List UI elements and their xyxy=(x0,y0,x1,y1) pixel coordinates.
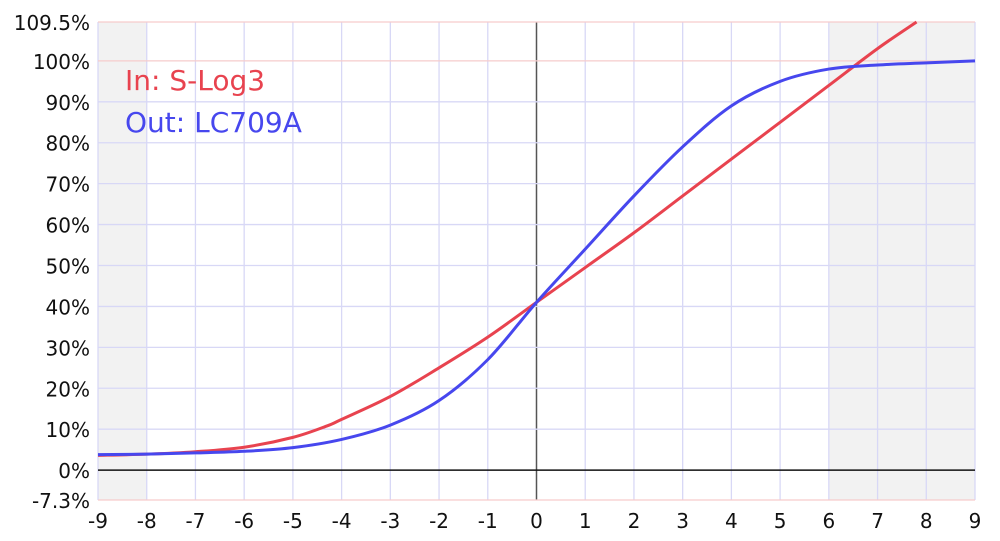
x-tick-label: -6 xyxy=(234,509,254,533)
series-line-out-lc709a xyxy=(97,59,976,457)
x-tick-label: 1 xyxy=(579,509,592,533)
x-tick-label: 7 xyxy=(871,509,884,533)
y-tick-label: 20% xyxy=(46,377,90,401)
y-tick-label: 10% xyxy=(46,418,90,442)
x-tick-label: -9 xyxy=(88,509,108,533)
y-tick-label: 90% xyxy=(46,91,90,115)
y-tick-label: 80% xyxy=(46,132,90,156)
x-tick-label: -1 xyxy=(478,509,498,533)
x-tick-label: 3 xyxy=(676,509,689,533)
x-tick-label: 8 xyxy=(920,509,933,533)
x-tick-label: 9 xyxy=(969,509,982,533)
x-tick-label: -5 xyxy=(283,509,303,533)
y-tick-label: 100% xyxy=(33,50,90,74)
x-tick-label: -2 xyxy=(429,509,449,533)
y-tick-label: -7.3% xyxy=(32,489,90,513)
tick-labels: -9 -8 -7 -6 -5 -4 -3 -2 -1 0 1 2 3 4 5 6 7 8 9 109.5% 100% 90… xyxy=(14,11,982,533)
x-tick-label: -4 xyxy=(332,509,352,533)
x-tick-label: 6 xyxy=(822,509,835,533)
series-lines xyxy=(97,20,976,457)
legend-in: In: S-Log3 xyxy=(125,64,265,97)
y-tick-label: 70% xyxy=(46,173,90,197)
x-tick-label: -7 xyxy=(185,509,205,533)
x-tick-label: -8 xyxy=(137,509,157,533)
x-tick-label: -3 xyxy=(380,509,400,533)
x-tick-label: 4 xyxy=(725,509,738,533)
x-tick-label: 0 xyxy=(530,509,543,533)
y-tick-label: 50% xyxy=(46,255,90,279)
legend-out: Out: LC709A xyxy=(125,106,302,139)
y-tick-label: 60% xyxy=(46,214,90,238)
grid xyxy=(97,21,976,501)
series-line-in-slog3 xyxy=(97,20,918,457)
y-tick-label: 0% xyxy=(58,459,90,483)
shaded-region xyxy=(828,22,975,500)
y-tick-label: 109.5% xyxy=(14,11,90,35)
y-tick-label: 40% xyxy=(46,295,90,319)
x-tick-label: 2 xyxy=(628,509,641,533)
x-tick-label: 5 xyxy=(774,509,787,533)
y-tick-label: 30% xyxy=(46,336,90,360)
